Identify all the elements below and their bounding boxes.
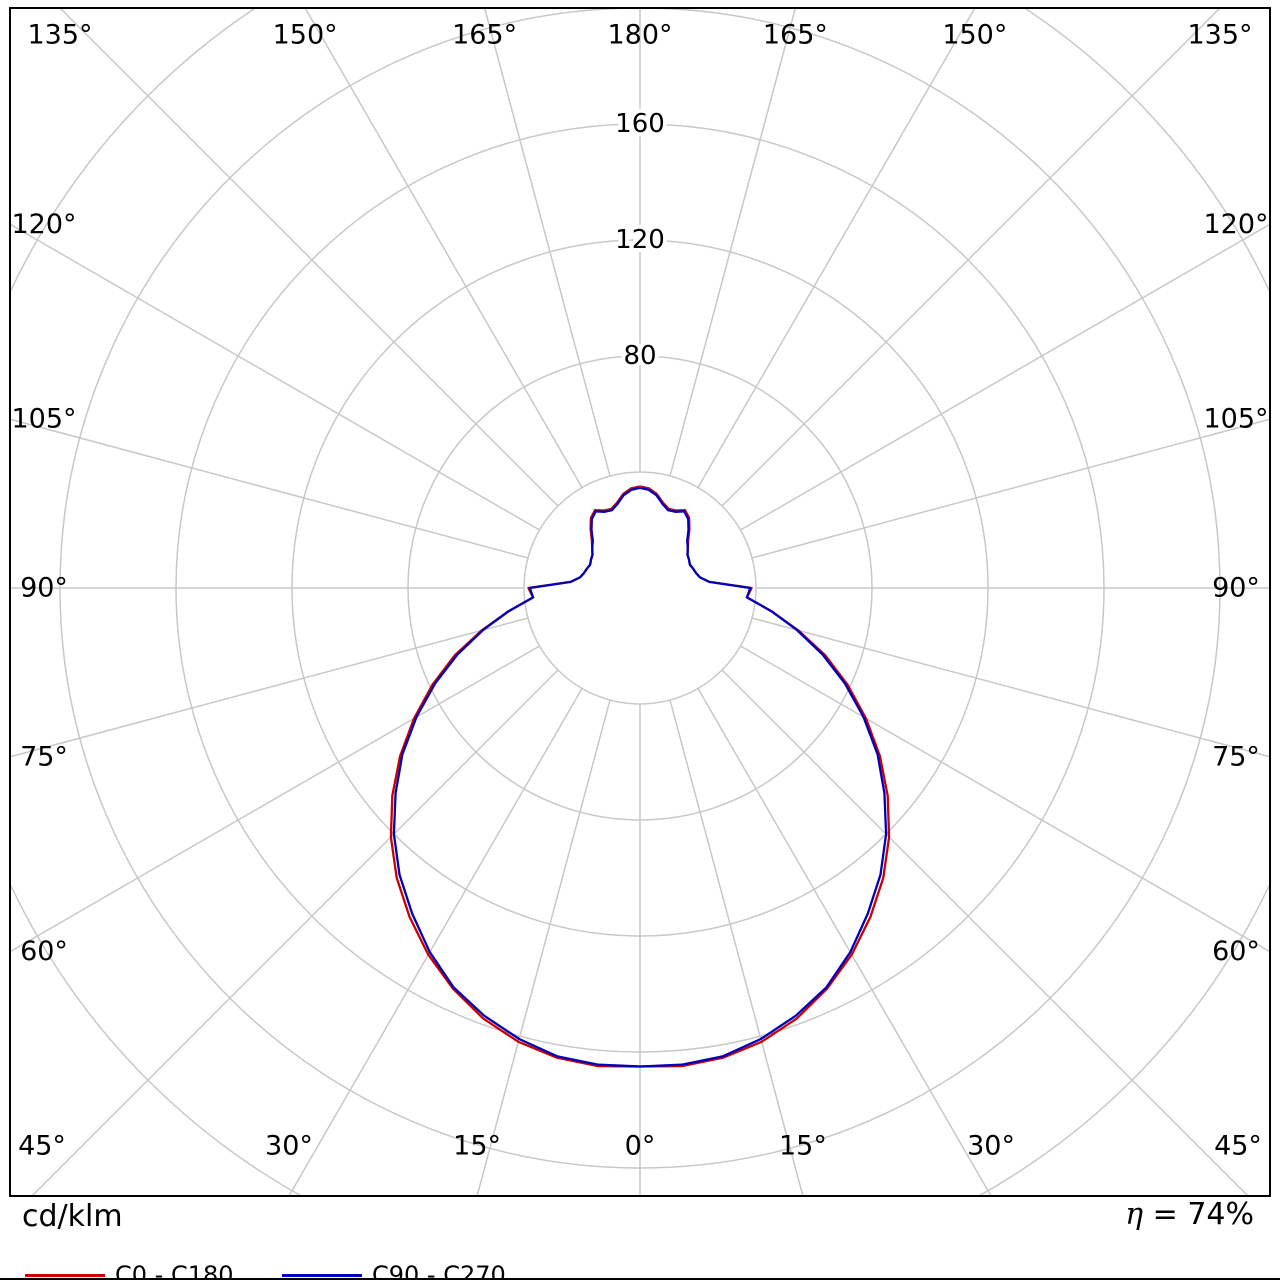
legend-label-c90-c270: C90 - C270 [372,1261,506,1280]
legend-item-c0-c180: C0 - C180 [25,1262,234,1280]
angle-label-135-left: 135° [27,20,92,51]
angle-label-150-left: 150° [273,20,338,51]
angle-label-75-left: 75° [20,741,68,772]
grid-spoke-285 [10,617,529,758]
grid-spoke-165 [669,8,797,477]
radial-label-160: 160 [615,109,665,139]
legend-label-c0-c180: C0 - C180 [115,1261,234,1280]
bottom-border-rule [0,1278,1280,1280]
grid-spoke-240 [10,223,540,531]
angle-label-15-right: 15° [779,1131,827,1162]
eta-symbol: η [1125,1197,1144,1232]
angle-label-15-left: 15° [453,1131,501,1162]
angle-label-45-left: 45° [18,1131,66,1162]
legend-line-c0-c180 [25,1273,105,1277]
angle-label-180-right: 180° [607,20,672,51]
chart-border [9,7,1271,1197]
angle-label-120-left: 120° [11,209,76,240]
grid-spoke-105 [751,418,1270,559]
efficiency-label: η = 74% [1125,1200,1254,1230]
grid-spoke-15 [669,699,804,1196]
efficiency-value: = 74% [1143,1197,1254,1232]
units-label: cd/klm [22,1199,123,1234]
curve-c90-c270 [392,486,888,1068]
angle-label-30-right: 30° [967,1131,1015,1162]
radial-label-120: 120 [615,225,665,255]
angle-label-60-right: 60° [1212,936,1260,967]
grid-spoke-300 [10,645,540,953]
grid-spoke-75 [751,617,1270,758]
grid-spoke-315 [30,669,559,1196]
grid-spoke-330 [288,688,583,1196]
angle-label-105-left: 105° [11,404,76,435]
angle-label-120-right: 120° [1203,209,1268,240]
angle-label-0-right: 0° [625,1131,656,1162]
angle-label-90-left: 90° [20,573,68,604]
grid-spoke-195 [483,8,611,477]
angle-label-105-right: 105° [1203,404,1268,435]
angle-label-150-right: 150° [942,20,1007,51]
grid-spoke-225 [58,8,559,507]
grid-spoke-210 [304,8,583,488]
grid-spoke-345 [476,699,611,1196]
angle-label-165-right: 165° [763,20,828,51]
angle-label-75-right: 75° [1212,741,1260,772]
grid-spoke-135 [721,8,1222,507]
grid-spoke-255 [10,418,529,559]
radial-label-80: 80 [623,341,656,371]
angle-label-30-left: 30° [265,1131,313,1162]
angle-label-165-left: 165° [452,20,517,51]
angle-label-45-right: 45° [1214,1131,1262,1162]
grid-circle-40 [523,471,757,705]
grid-spoke-30 [697,688,992,1196]
angle-label-60-left: 60° [20,936,68,967]
grid-spoke-60 [740,645,1270,953]
grid-spoke-45 [721,669,1250,1196]
angle-label-135-right: 135° [1187,20,1252,51]
grid-spoke-150 [697,8,976,488]
legend-line-c90-c270 [282,1273,362,1277]
angle-label-90-right: 90° [1212,573,1260,604]
grid-spoke-120 [740,223,1270,531]
legend-item-c90-c270: C90 - C270 [282,1262,506,1280]
